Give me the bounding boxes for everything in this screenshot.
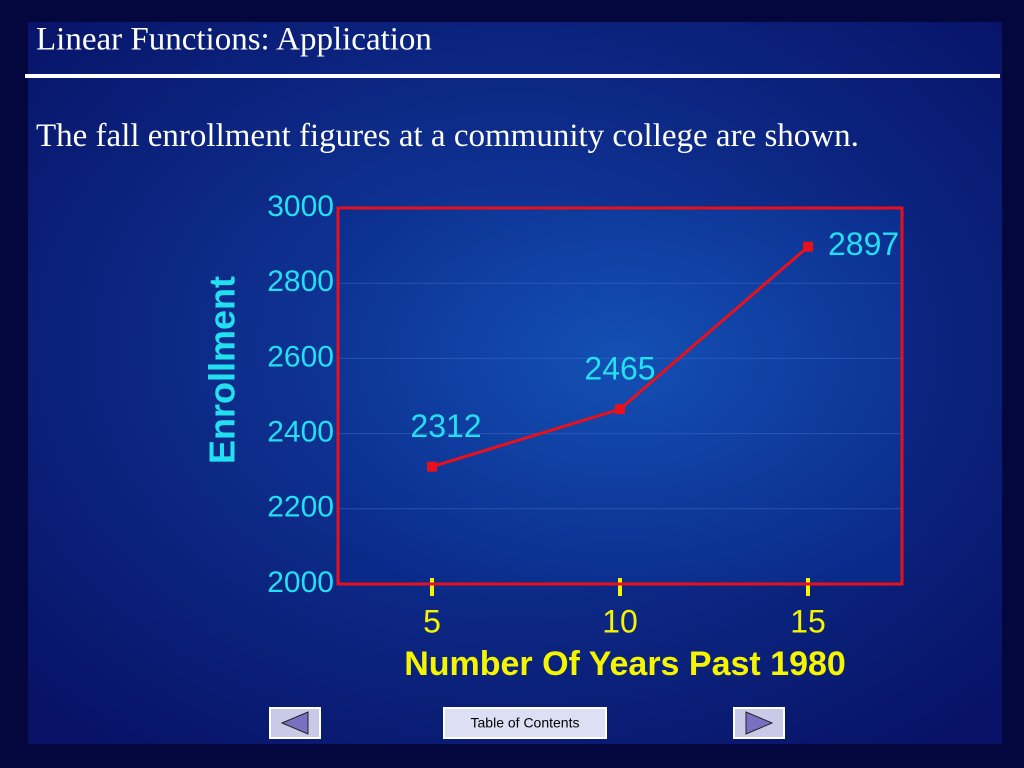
y-tick-label: 2200: [267, 491, 334, 524]
x-tick-label: 15: [790, 603, 826, 639]
data-marker: [803, 241, 813, 252]
next-button[interactable]: [733, 707, 785, 739]
data-marker: [615, 404, 625, 415]
data-label: 2897: [828, 226, 899, 262]
chart: 2000 2200 2400 2600 2800 3000 5 10 15 Number Of Y…: [202, 190, 904, 683]
x-axis-title: Number Of Years Past 1980: [404, 645, 846, 683]
data-label: 2465: [584, 351, 655, 387]
data-label: 2312: [410, 408, 481, 444]
y-tick-label: 2800: [267, 265, 334, 298]
y-tick-label: 3000: [267, 190, 334, 223]
body-text: The fall enrollment figures at a communi…: [36, 118, 859, 154]
x-tick-label: 10: [602, 603, 638, 639]
plot-frame: [336, 206, 904, 586]
y-tick-label: 2600: [267, 340, 334, 373]
y-axis-title: Enrollment: [202, 276, 243, 464]
prev-button[interactable]: [269, 707, 321, 739]
toc-label[interactable]: Table of Contents: [471, 715, 580, 731]
slide-title: Linear Functions: Application: [36, 22, 432, 58]
plot-area: [338, 208, 902, 584]
next-arrow[interactable]: [745, 711, 774, 735]
y-tick-label: 2400: [267, 416, 334, 449]
data-marker: [427, 461, 437, 472]
x-tick-label: 5: [423, 603, 441, 639]
prev-arrow[interactable]: [280, 711, 309, 735]
toc-button[interactable]: Table of Contents: [443, 707, 607, 739]
y-tick-label: 2000: [267, 566, 334, 599]
body-text-box: The fall enrollment figures at a communi…: [36, 118, 859, 154]
button-frame[interactable]: [443, 707, 607, 739]
